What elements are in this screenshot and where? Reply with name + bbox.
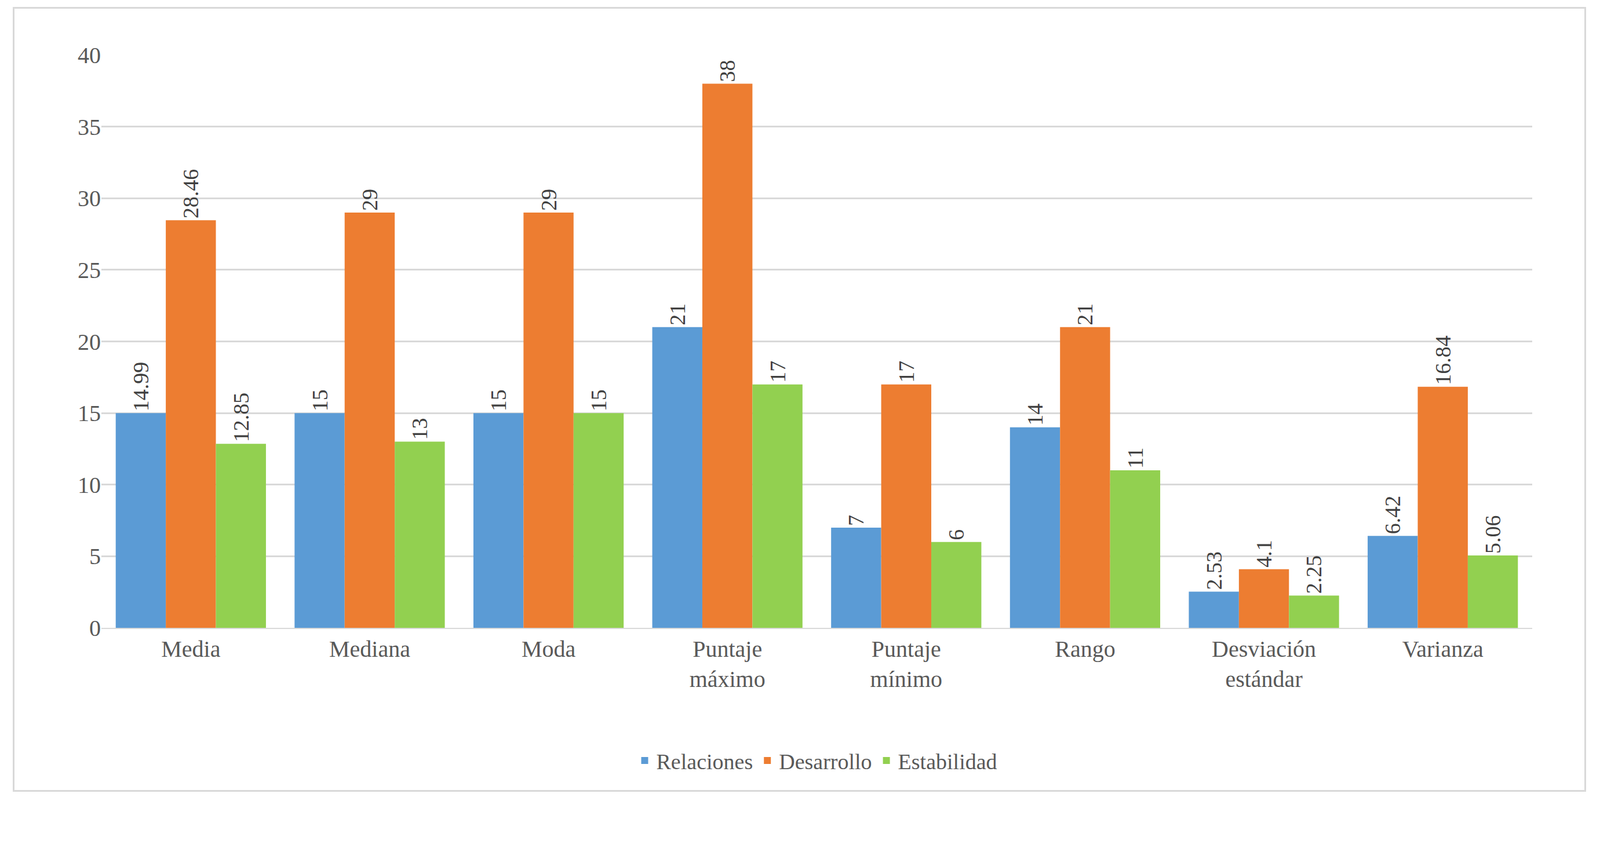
svg-text:2.25: 2.25 — [1301, 555, 1326, 595]
svg-text:17: 17 — [894, 361, 919, 384]
svg-text:16.84: 16.84 — [1430, 335, 1456, 386]
svg-text:12.85: 12.85 — [228, 392, 254, 443]
svg-text:4.1: 4.1 — [1251, 540, 1277, 568]
svg-text:21: 21 — [665, 303, 690, 326]
svg-text:Mediana: Mediana — [329, 636, 411, 663]
svg-text:30: 30 — [77, 185, 101, 212]
svg-text:28.46: 28.46 — [178, 169, 203, 220]
svg-text:40: 40 — [77, 42, 101, 69]
svg-text:Desviaciónestándar: Desviaciónestándar — [1211, 636, 1317, 693]
svg-text:14: 14 — [1022, 403, 1048, 426]
svg-text:Varianza: Varianza — [1402, 636, 1484, 663]
svg-text:11: 11 — [1123, 447, 1148, 469]
svg-text:17: 17 — [765, 361, 790, 384]
svg-text:Puntajemáximo: Puntajemáximo — [689, 636, 766, 693]
svg-text:Relaciones: Relaciones — [656, 749, 754, 775]
svg-text:15: 15 — [77, 400, 101, 427]
svg-text:Rango: Rango — [1054, 636, 1115, 663]
svg-text:29: 29 — [357, 188, 382, 211]
svg-text:29: 29 — [536, 188, 561, 211]
svg-text:14.99: 14.99 — [128, 362, 153, 413]
svg-text:7: 7 — [843, 515, 869, 527]
svg-text:15: 15 — [307, 389, 333, 412]
svg-text:5: 5 — [89, 543, 101, 570]
svg-text:21: 21 — [1072, 303, 1097, 326]
svg-text:Media: Media — [161, 636, 221, 663]
svg-text:20: 20 — [77, 329, 101, 356]
svg-text:Puntajemínimo: Puntajemínimo — [870, 636, 943, 693]
svg-text:15: 15 — [586, 389, 611, 412]
svg-text:6.42: 6.42 — [1380, 496, 1405, 535]
svg-text:0: 0 — [89, 615, 101, 642]
svg-text:13: 13 — [407, 418, 432, 441]
svg-text:15: 15 — [486, 389, 511, 412]
svg-text:5.06: 5.06 — [1480, 515, 1505, 555]
svg-text:10: 10 — [77, 472, 101, 499]
svg-text:35: 35 — [77, 114, 101, 141]
svg-text:25: 25 — [77, 257, 101, 284]
svg-text:Desarrollo: Desarrollo — [778, 749, 872, 775]
svg-text:6: 6 — [944, 529, 969, 541]
svg-text:Estabilidad: Estabilidad — [898, 749, 998, 775]
svg-text:2.53: 2.53 — [1201, 551, 1227, 591]
svg-text:38: 38 — [715, 59, 740, 82]
svg-text:Moda: Moda — [521, 636, 577, 663]
